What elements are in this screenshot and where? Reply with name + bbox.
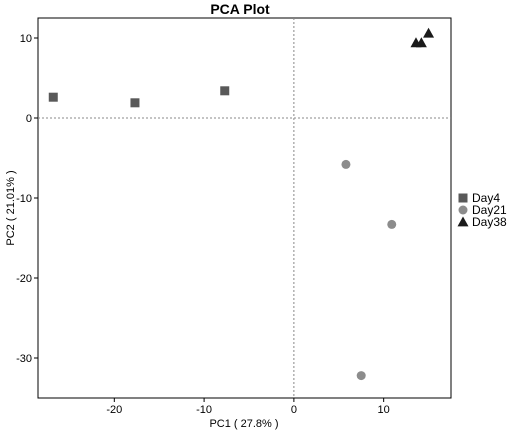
point-day21-circle <box>387 219 397 229</box>
point-day4-square <box>48 92 58 102</box>
y-tick-label: 0 <box>26 113 32 125</box>
legend-marker-day21 <box>458 205 468 215</box>
y-tick-label: 10 <box>20 33 32 45</box>
y-tick-label: -20 <box>16 273 32 285</box>
legend-label-day4: Day4 <box>472 191 500 205</box>
y-axis-label: PC2 ( 21.01% ) <box>5 170 17 245</box>
x-tick-label: 10 <box>378 404 390 416</box>
point-day21-circle <box>341 159 351 169</box>
x-tick-label: -20 <box>106 404 122 416</box>
legend-marker-day4 <box>458 193 468 203</box>
x-axis-ticks: -20 -10 0 10 <box>106 398 390 416</box>
legend-marker-day38 <box>457 216 469 227</box>
point-day4-square <box>130 98 140 108</box>
point-day38-triangle <box>415 37 427 48</box>
y-tick-label: -30 <box>16 353 32 365</box>
point-day21-circle <box>356 371 366 381</box>
reference-lines <box>38 18 451 398</box>
x-tick-label: 0 <box>291 404 297 416</box>
x-tick-label: -10 <box>196 404 212 416</box>
point-day38-triangle <box>423 27 435 38</box>
point-day4-square <box>220 86 230 96</box>
y-tick-label: -10 <box>16 193 32 205</box>
legend-label-day38: Day38 <box>472 215 507 229</box>
data-points <box>48 27 435 381</box>
chart-title: PCA Plot <box>210 1 270 17</box>
legend-label-day21: Day21 <box>472 203 507 217</box>
plot-frame <box>37 17 452 399</box>
y-axis-ticks: 10 0 -10 -20 -30 <box>16 33 38 365</box>
x-axis-label: PC1 ( 27.8% ) <box>209 418 278 430</box>
